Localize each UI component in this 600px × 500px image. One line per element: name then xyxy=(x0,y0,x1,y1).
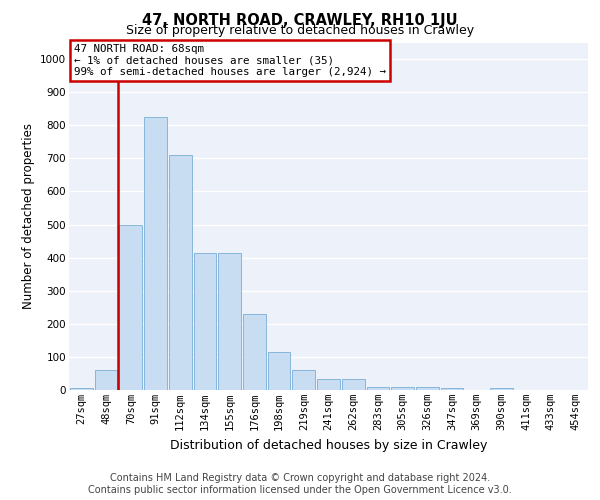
Bar xyxy=(268,352,290,390)
Bar xyxy=(317,380,340,390)
Text: 47 NORTH ROAD: 68sqm
← 1% of detached houses are smaller (35)
99% of semi-detach: 47 NORTH ROAD: 68sqm ← 1% of detached ho… xyxy=(74,44,386,78)
Bar xyxy=(218,252,241,390)
Bar xyxy=(144,117,167,390)
Text: Size of property relative to detached houses in Crawley: Size of property relative to detached ho… xyxy=(126,24,474,37)
Bar xyxy=(119,224,142,390)
X-axis label: Distribution of detached houses by size in Crawley: Distribution of detached houses by size … xyxy=(170,438,487,452)
Bar xyxy=(416,386,439,390)
Bar xyxy=(169,155,191,390)
Bar xyxy=(367,386,389,390)
Bar xyxy=(342,380,365,390)
Y-axis label: Number of detached properties: Number of detached properties xyxy=(22,123,35,309)
Text: Contains HM Land Registry data © Crown copyright and database right 2024.
Contai: Contains HM Land Registry data © Crown c… xyxy=(88,474,512,495)
Text: 47, NORTH ROAD, CRAWLEY, RH10 1JU: 47, NORTH ROAD, CRAWLEY, RH10 1JU xyxy=(142,12,458,28)
Bar xyxy=(243,314,266,390)
Bar xyxy=(194,252,216,390)
Bar xyxy=(292,370,315,390)
Bar xyxy=(95,370,118,390)
Bar xyxy=(441,388,463,390)
Bar xyxy=(70,388,93,390)
Bar xyxy=(490,388,513,390)
Bar xyxy=(391,386,414,390)
